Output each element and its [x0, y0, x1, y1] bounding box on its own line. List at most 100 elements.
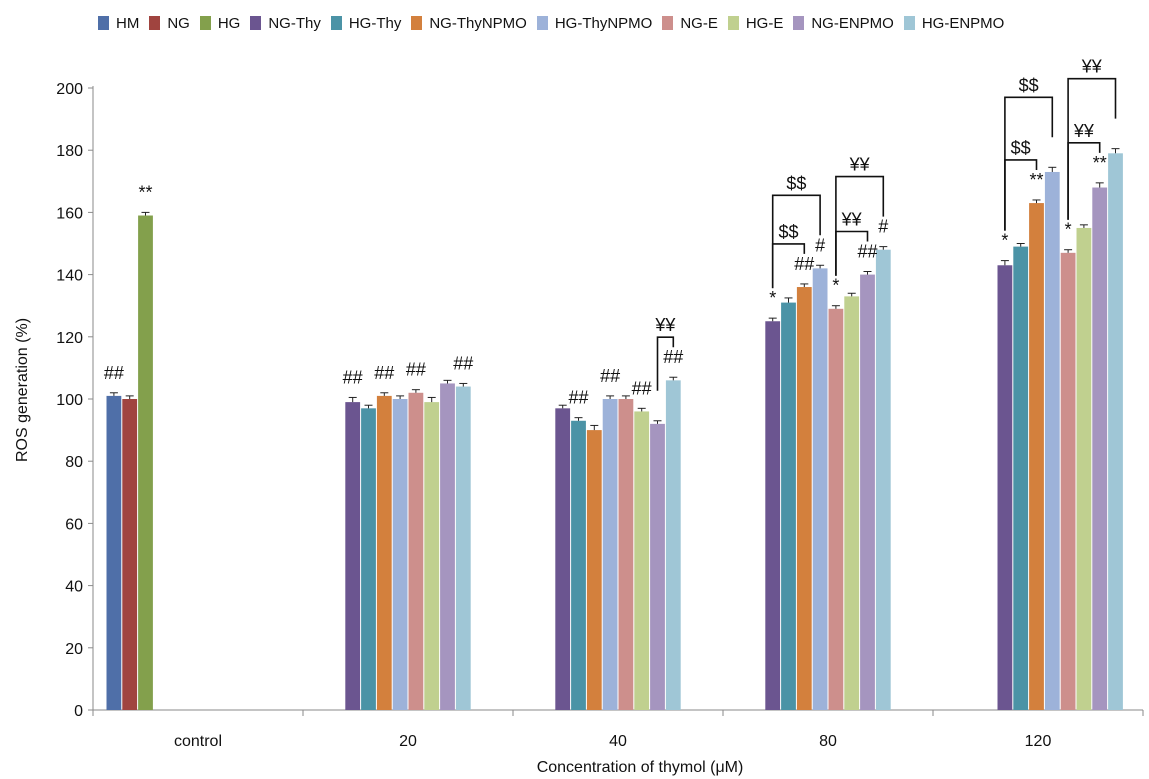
significance-label: ##	[568, 388, 588, 408]
significance-label: ##	[453, 353, 473, 373]
bar	[828, 308, 844, 710]
bar	[1044, 171, 1060, 711]
y-tick-label: 180	[56, 143, 83, 160]
y-tick-label: 80	[65, 454, 83, 471]
bar	[650, 423, 665, 710]
bar	[571, 420, 586, 710]
legend-label: NG	[167, 14, 190, 32]
significance-label: ##	[632, 378, 652, 398]
bar	[424, 402, 440, 710]
legend-label: HG-E	[745, 14, 784, 32]
significance-label: **	[1093, 153, 1107, 173]
legend-swatch	[330, 16, 342, 30]
comparison-bracket	[656, 336, 675, 391]
y-tick-label: 100	[56, 392, 83, 409]
bar	[345, 402, 361, 710]
bracket-label: ¥¥	[1081, 57, 1103, 77]
bars	[106, 148, 1123, 711]
legend-label: HM	[116, 14, 140, 32]
significance-label: ##	[663, 347, 683, 367]
legend-label: HG-Thy	[348, 14, 402, 32]
legend-swatch	[250, 16, 262, 30]
bar	[555, 408, 571, 710]
significance-label: ##	[794, 254, 814, 274]
bar	[1076, 227, 1092, 710]
legend-item: NG-Thy	[250, 15, 321, 32]
legend-item: HG-ThyNPMO	[536, 15, 652, 32]
bracket-label: $$	[786, 173, 806, 193]
legend-label: NG-Thy	[268, 14, 321, 32]
legend-item: HG-Thy	[330, 14, 402, 32]
y-axis: 0 20 40 60 80 100 120 140 160 180 200	[56, 81, 94, 720]
x-tick-label: 80	[819, 733, 837, 750]
bracket-label: ¥¥	[654, 315, 676, 335]
legend-label: HG	[217, 14, 241, 32]
comparison-bracket	[835, 175, 885, 276]
significance-label: ##	[374, 363, 394, 383]
bar	[796, 287, 812, 710]
significance-label: *	[769, 288, 776, 308]
legend-item: NG	[149, 15, 190, 32]
comparison-bracket	[1004, 96, 1054, 231]
legend-label: NG-E	[680, 14, 718, 32]
y-tick-label: 0	[74, 703, 83, 720]
chart-legend: HM NG HG NG-Thy HG-Thy NG-ThyNPMO HG-ThyNPMO NG…	[98, 12, 1014, 34]
bracket-label: ¥¥	[841, 209, 863, 229]
legend-swatch	[149, 16, 161, 30]
bar	[860, 274, 875, 710]
bracket-label: $$	[778, 222, 798, 242]
x-tick-label: 40	[609, 733, 627, 750]
legend-item: NG-E	[662, 15, 718, 32]
significance-label: ##	[343, 367, 363, 387]
legend-swatch	[903, 16, 915, 30]
bar	[455, 386, 471, 710]
bar	[408, 392, 424, 710]
bar	[122, 399, 138, 710]
legend-item: NG-ENPMO	[793, 15, 894, 32]
y-tick-label: 60	[65, 516, 83, 533]
bar	[1092, 187, 1108, 710]
bar	[781, 302, 796, 710]
y-tick-label: 160	[56, 205, 83, 222]
x-tick-label: 20	[399, 733, 417, 750]
legend-swatch	[199, 16, 211, 30]
significance-label: ##	[600, 366, 620, 386]
bar	[1013, 246, 1029, 711]
significance-label: #	[878, 217, 888, 237]
legend-item: HM	[98, 15, 139, 32]
bar	[634, 411, 650, 710]
bar	[138, 215, 153, 710]
legend-swatch	[536, 16, 548, 30]
bar	[1060, 252, 1076, 710]
bar	[361, 408, 376, 710]
y-tick-label: 140	[56, 268, 83, 285]
legend-item: HG	[199, 14, 241, 32]
comparison-bracket	[1067, 77, 1117, 220]
bar	[1108, 153, 1123, 710]
legend-label: HG-ENPMO	[921, 14, 1005, 32]
x-tick-label: 120	[1025, 733, 1052, 750]
legend-swatch	[793, 16, 805, 30]
legend-item: NG-ThyNPMO	[411, 15, 527, 32]
bar	[665, 380, 681, 710]
legend-label: NG-ThyNPMO	[429, 14, 527, 32]
bar	[1029, 203, 1044, 710]
legend-item: HG-ENPMO	[903, 14, 1005, 32]
bar	[812, 268, 828, 710]
y-axis-title: ROS generation (%)	[14, 318, 31, 462]
significance-label: *	[832, 276, 839, 296]
y-tick-label: 200	[56, 81, 83, 98]
legend-swatch	[98, 16, 109, 30]
bracket-label: ¥¥	[1073, 121, 1095, 141]
bar	[602, 399, 618, 710]
significance-label: ##	[406, 360, 426, 380]
significance-brackets: ¥¥ $$ $$ ¥¥ ¥¥ $$ $$ ¥¥ ¥¥	[654, 57, 1117, 391]
legend-swatch	[727, 16, 739, 30]
legend-label: NG-ENPMO	[811, 14, 894, 32]
bar	[618, 399, 634, 710]
x-axis: control 20 40 80 120	[92, 709, 1144, 750]
significance-label: *	[1001, 231, 1008, 251]
bracket-label: ¥¥	[849, 155, 871, 175]
x-tick-label: control	[174, 733, 222, 750]
